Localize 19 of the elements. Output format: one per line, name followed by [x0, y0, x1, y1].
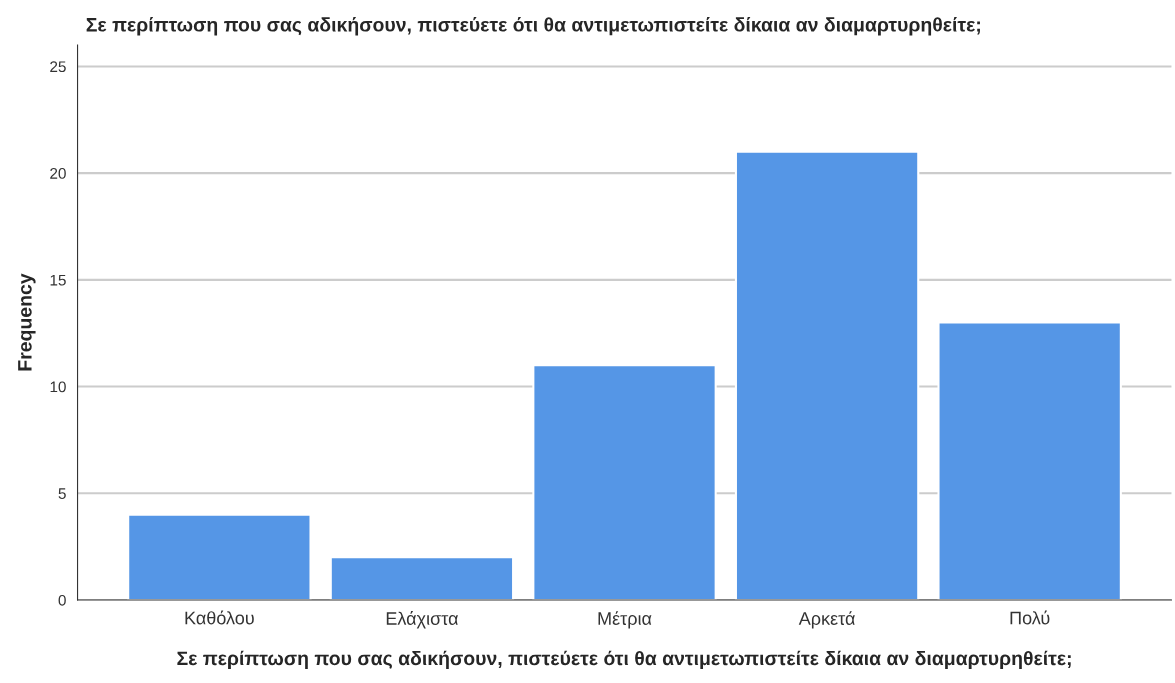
x-tick-label: Ελάχιστα	[386, 611, 459, 629]
y-tick-label: 10	[50, 381, 66, 393]
y-tick-label: 25	[50, 61, 66, 73]
bar	[734, 150, 920, 601]
bar	[127, 513, 312, 601]
y-tick-label: 20	[50, 168, 66, 179]
bar	[532, 364, 717, 601]
bar	[329, 556, 515, 601]
x-tick-label: Καθόλου	[185, 610, 254, 625]
x-tick-label: Πολύ	[1010, 610, 1050, 625]
y-tick-label: 15	[50, 274, 66, 286]
bar	[937, 321, 1122, 601]
x-tick-label: Μέτρια	[598, 611, 652, 629]
x-tick-label: Αρκετά	[798, 611, 855, 629]
x-axis-title: Σε περίπτωση που σας αδικήσουν, πιστεύετε ότι θα αντιμετωπιστείτε δίκαια αν διαμαρτυρηθείτε;	[177, 650, 1071, 670]
y-tick-label: 5	[58, 488, 66, 499]
chart-title: Σε περίπτωση που σας αδικήσουν, πιστεύετε ότι θα αντιμετωπιστείτε δίκαια αν διαμαρτυρηθείτε;	[86, 17, 980, 36]
y-axis-title: Frequency	[18, 273, 36, 371]
y-tick-label: 0	[58, 594, 66, 606]
